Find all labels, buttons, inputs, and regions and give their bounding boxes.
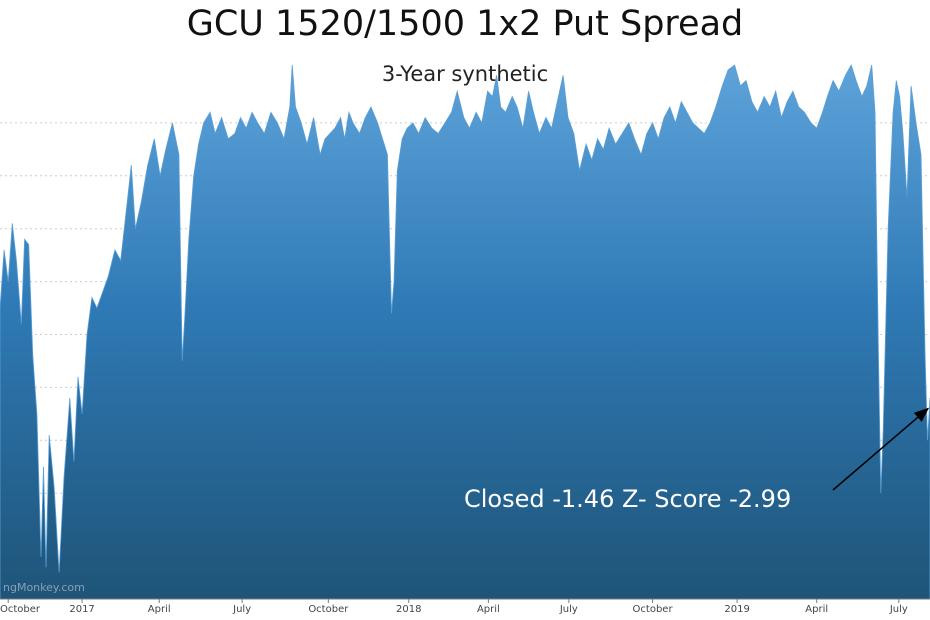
chart-title: GCU 1520/1500 1x2 Put Spread <box>186 4 744 44</box>
x-tick-label: 2019 <box>724 604 749 615</box>
annotation-arrow <box>832 407 930 491</box>
annotation-text: Closed -1.46 Z- Score -2.99 <box>464 485 791 513</box>
x-tick-label: October <box>0 604 41 615</box>
x-axis-ticks: October 2017 April July October 2018 April July… <box>0 599 908 615</box>
x-tick-label: 2018 <box>396 604 421 615</box>
x-tick-label: April <box>148 604 171 615</box>
x-tick-label: July <box>889 604 908 615</box>
series-area <box>0 63 930 600</box>
x-tick-label: April <box>805 604 828 615</box>
x-tick-label: July <box>232 604 251 615</box>
x-tick-label: October <box>633 604 674 615</box>
x-tick-label: April <box>477 604 500 615</box>
chart-subtitle: 3-Year synthetic <box>381 62 549 86</box>
x-tick-label: October <box>308 604 349 615</box>
x-tick-label: July <box>559 604 578 615</box>
watermark: ngMonkey.com <box>3 581 85 594</box>
x-tick-label: 2017 <box>69 604 94 615</box>
